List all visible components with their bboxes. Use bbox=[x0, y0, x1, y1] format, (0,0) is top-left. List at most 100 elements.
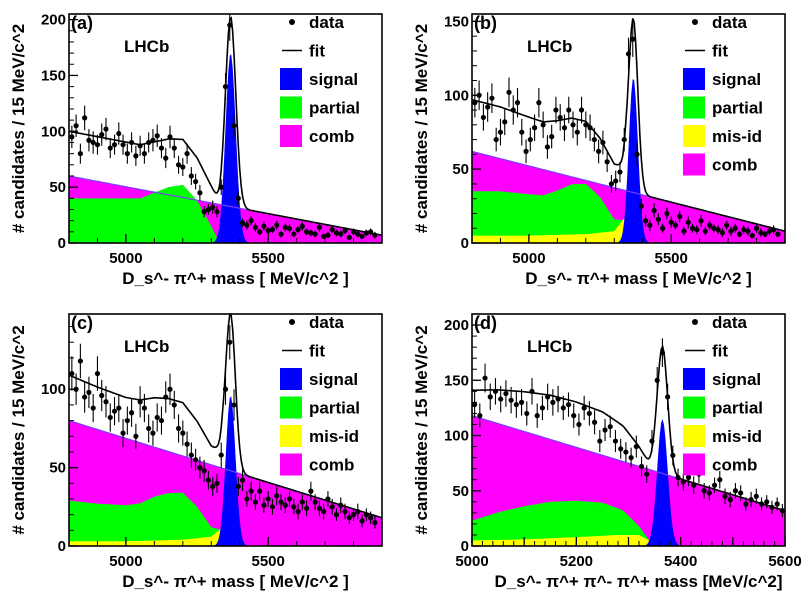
data-marker bbox=[154, 133, 160, 139]
data-point bbox=[722, 488, 728, 505]
data-marker bbox=[291, 231, 297, 237]
data-marker bbox=[252, 224, 258, 230]
data-marker bbox=[120, 142, 126, 148]
data-point bbox=[99, 379, 105, 412]
x-axis-title: D_s^- π^+ mass [ MeV/c^2 ] bbox=[122, 572, 349, 591]
data-marker bbox=[82, 115, 88, 121]
data-point bbox=[77, 143, 83, 164]
data-marker bbox=[205, 477, 212, 483]
data-marker bbox=[630, 36, 636, 42]
data-point bbox=[503, 380, 509, 407]
data-marker bbox=[680, 479, 686, 485]
data-marker bbox=[571, 413, 577, 419]
data-point bbox=[141, 143, 148, 164]
data-marker bbox=[244, 222, 250, 228]
data-marker bbox=[146, 139, 152, 146]
legend-label: mis-id bbox=[309, 427, 359, 446]
data-marker bbox=[711, 225, 717, 231]
data-marker bbox=[312, 231, 318, 237]
data-point bbox=[188, 167, 194, 185]
data-point bbox=[677, 210, 683, 223]
panel-label: (b) bbox=[474, 13, 497, 33]
data-point bbox=[103, 386, 109, 418]
data-marker bbox=[286, 225, 293, 232]
data-marker bbox=[553, 107, 559, 113]
data-marker bbox=[239, 477, 246, 483]
panel-label: (d) bbox=[474, 313, 497, 333]
data-marker bbox=[604, 159, 610, 165]
data-point bbox=[282, 222, 288, 232]
data-point bbox=[621, 127, 627, 152]
data-marker bbox=[706, 490, 712, 496]
data-point bbox=[201, 459, 207, 482]
legend-data-marker bbox=[692, 319, 698, 325]
data-marker bbox=[741, 227, 747, 233]
y-tick-label: 150 bbox=[41, 67, 66, 84]
data-marker bbox=[321, 233, 327, 239]
legend-swatch bbox=[280, 396, 302, 419]
partial-area bbox=[472, 500, 785, 546]
data-point bbox=[529, 378, 535, 405]
data-point bbox=[587, 114, 593, 142]
data-marker bbox=[506, 89, 512, 95]
data-point bbox=[363, 508, 369, 521]
data-point bbox=[333, 229, 340, 237]
data-marker bbox=[745, 228, 751, 234]
data-point bbox=[698, 214, 704, 227]
data-point bbox=[321, 233, 327, 239]
data-marker bbox=[581, 405, 587, 411]
experiment-label: LHCb bbox=[124, 337, 169, 356]
data-marker bbox=[717, 477, 723, 483]
data-marker bbox=[602, 427, 608, 433]
data-point bbox=[158, 137, 165, 159]
data-point bbox=[295, 226, 301, 233]
data-point bbox=[99, 123, 105, 146]
legend-label: partial bbox=[712, 99, 763, 118]
data-marker bbox=[111, 142, 118, 148]
data-marker bbox=[545, 394, 551, 400]
data-point bbox=[553, 96, 559, 124]
data-marker bbox=[532, 125, 538, 131]
data-marker bbox=[706, 222, 713, 228]
data-marker bbox=[502, 119, 508, 125]
data-marker bbox=[617, 169, 623, 175]
legend-entry-comb: comb bbox=[683, 153, 757, 176]
data-point bbox=[346, 511, 352, 525]
data-point bbox=[736, 231, 743, 238]
data-marker bbox=[510, 107, 516, 113]
legend-label: fit bbox=[309, 42, 325, 61]
data-point bbox=[201, 206, 207, 218]
legend-entry-fit: fit bbox=[685, 42, 728, 61]
data-marker bbox=[197, 465, 203, 471]
data-point bbox=[274, 220, 280, 230]
data-point bbox=[261, 497, 267, 514]
data-marker bbox=[578, 107, 585, 113]
legend-data-marker bbox=[692, 19, 698, 25]
data-point bbox=[711, 477, 718, 493]
chart-panel-4: 5000 5200 5400 5600 0 50 100 150 200 (d) LHCb data f… bbox=[412, 313, 802, 591]
data-marker bbox=[299, 223, 305, 229]
data-marker bbox=[158, 145, 165, 151]
data-marker bbox=[372, 519, 378, 526]
data-marker bbox=[141, 405, 148, 411]
legend-data-marker bbox=[289, 319, 295, 325]
data-marker bbox=[732, 225, 738, 231]
data-point bbox=[355, 503, 361, 520]
x-axis-title: D_s^- π^+ mass [ MeV/c^2 ] bbox=[525, 269, 752, 288]
data-point bbox=[269, 498, 276, 515]
legend-label: signal bbox=[712, 370, 761, 389]
x-tick-label: 5500 bbox=[251, 250, 284, 267]
data-point bbox=[248, 481, 254, 501]
legend-swatch bbox=[280, 68, 302, 90]
data-point bbox=[581, 395, 587, 421]
data-point bbox=[312, 230, 318, 238]
data-marker bbox=[600, 139, 606, 146]
data-marker bbox=[333, 230, 340, 236]
data-marker bbox=[342, 508, 348, 515]
data-marker bbox=[312, 499, 318, 505]
legend-swatch bbox=[683, 425, 705, 447]
data-point bbox=[524, 401, 530, 426]
data-point bbox=[158, 406, 165, 435]
data-point bbox=[193, 448, 199, 471]
data-point bbox=[779, 504, 785, 518]
